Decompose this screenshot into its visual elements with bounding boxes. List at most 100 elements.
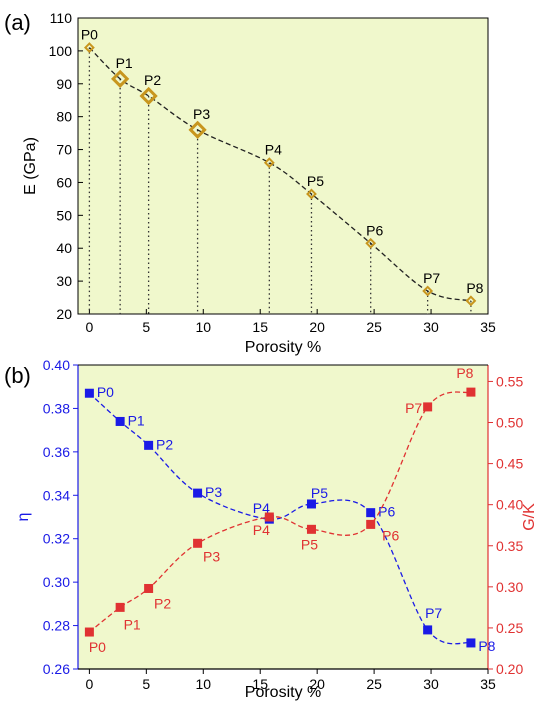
- point-label-p6: P6: [366, 222, 383, 238]
- point-label-eta-p5: P5: [311, 485, 328, 501]
- x-tick-label-b: 35: [480, 676, 496, 692]
- y-tick-label-b: 0.26: [43, 661, 70, 677]
- y-tick-right-label-b: 0.55: [496, 373, 523, 389]
- y-tick-label-a: 20: [56, 306, 72, 322]
- y-tick-label-a: 40: [56, 240, 72, 256]
- chart-marks-b: 0 5 10 15 20 25 30 35 0.26 0.28 0.30 0.32 0.34 0.36 0.…: [43, 357, 524, 692]
- y-tick-label-a: 60: [56, 174, 72, 190]
- square-marker-gk-p5: [306, 524, 316, 534]
- point-label-p5: P5: [307, 173, 324, 189]
- y-tick-label-a: 90: [56, 76, 72, 92]
- y-axis-right-title-b: G/K: [521, 503, 538, 531]
- point-label-p3: P3: [193, 106, 210, 122]
- square-marker-gk-p6: [366, 519, 376, 529]
- point-label-p1: P1: [116, 55, 133, 71]
- panel-a: (a) E (GPa) Porosity % 0 5 10 15 20 25 30 35 20 3…: [4, 10, 496, 356]
- square-marker-eta-p3: [193, 488, 203, 498]
- point-label-gk-p1: P1: [124, 616, 141, 632]
- y-tick-label-a: 70: [56, 142, 72, 158]
- x-tick-label-a: 25: [366, 319, 382, 335]
- square-marker-gk-p3: [193, 538, 203, 548]
- x-axis-title-b: Porosity %: [245, 684, 321, 701]
- diamond-marker-p5: [306, 188, 317, 200]
- y-tick-label-b: 0.34: [43, 487, 70, 503]
- y-tick-right-label-b: 0.20: [496, 661, 523, 677]
- x-tick-label-b: 5: [142, 676, 150, 692]
- x-tick-label-b: 10: [195, 676, 211, 692]
- chart-marks-a: 0 5 10 15 20 25 30 35 20 30 40 50 60 70 80 90 100 110 P0 P1…: [49, 10, 496, 335]
- square-marker-gk-p1: [115, 602, 125, 612]
- square-marker-eta-p0: [84, 388, 94, 398]
- x-tick-label-a: 15: [252, 319, 268, 335]
- y-tick-label-b: 0.32: [43, 531, 70, 547]
- square-marker-eta-p7: [423, 625, 433, 635]
- point-label-eta-p6: P6: [378, 504, 395, 520]
- plot-area-b: [78, 365, 488, 669]
- y-tick-label-a: 110: [50, 10, 73, 26]
- y-tick-right-label-b: 0.40: [496, 497, 523, 513]
- y-tick-label-a: 80: [56, 109, 72, 125]
- point-label-p2: P2: [144, 72, 161, 88]
- y-tick-label-b: 0.40: [43, 357, 70, 373]
- diamond-marker-p3: [188, 120, 207, 139]
- point-label-eta-p4: P4: [253, 500, 270, 516]
- square-marker-eta-p8: [466, 638, 476, 648]
- point-label-p4: P4: [265, 142, 282, 158]
- panel-b: (b) η G/K Porosity % 0 5 10 15 20 25 30 350.260…: [4, 357, 538, 701]
- y-axis-title-a: E (GPa): [22, 137, 39, 195]
- diamond-marker-p1: [111, 69, 130, 88]
- point-label-gk-p3: P3: [203, 548, 220, 564]
- y-tick-right-label-b: 0.35: [496, 538, 523, 554]
- x-tick-label-a: 0: [85, 319, 93, 335]
- point-label-eta-p2: P2: [156, 436, 173, 452]
- y-tick-right-label-b: 0.30: [496, 579, 523, 595]
- point-label-gk-p2: P2: [154, 595, 171, 611]
- panel-label-b: (b): [4, 363, 31, 388]
- x-tick-label-b: 30: [423, 676, 439, 692]
- point-label-p8: P8: [466, 280, 483, 296]
- y-tick-right-label-b: 0.50: [496, 415, 523, 431]
- x-tick-label-b: 15: [252, 676, 268, 692]
- panel-label-a: (a): [4, 10, 31, 35]
- point-label-p7: P7: [423, 270, 440, 286]
- square-marker-gk-p2: [144, 583, 154, 593]
- square-marker-gk-p4: [264, 512, 274, 522]
- point-label-eta-p0: P0: [97, 384, 114, 400]
- x-tick-label-a: 30: [423, 319, 439, 335]
- y-axis-title-b: η: [15, 513, 32, 522]
- x-tick-label-b: 0: [85, 676, 93, 692]
- x-tick-label-a: 5: [142, 319, 150, 335]
- point-label-eta-p3: P3: [205, 484, 222, 500]
- y-tick-right-label-b: 0.25: [496, 620, 523, 636]
- diamond-marker-p7: [422, 285, 434, 297]
- square-marker-gk-p0: [84, 627, 94, 637]
- x-tick-label-a: 20: [309, 319, 325, 335]
- point-label-eta-p7: P7: [425, 605, 442, 621]
- point-label-p0: P0: [81, 27, 98, 43]
- square-marker-eta-p6: [366, 508, 376, 518]
- y-tick-label-b: 0.28: [43, 618, 70, 634]
- y-tick-label-b: 0.38: [43, 400, 70, 416]
- plot-area-a: [77, 17, 489, 315]
- y-tick-label-b: 0.30: [43, 574, 70, 590]
- point-label-gk-p8: P8: [456, 365, 473, 381]
- square-marker-gk-p8: [466, 387, 476, 397]
- diamond-marker-p2: [139, 86, 158, 106]
- square-marker-eta-p2: [144, 440, 154, 450]
- y-tick-right-label-b: 0.45: [496, 456, 523, 472]
- x-tick-label-b: 20: [309, 676, 325, 692]
- diamond-marker-p8: [465, 295, 477, 307]
- y-tick-label-b: 0.36: [43, 444, 70, 460]
- point-label-eta-p1: P1: [128, 412, 145, 428]
- y-tick-label-a: 30: [56, 273, 72, 289]
- point-label-gk-p0: P0: [89, 639, 106, 655]
- y-tick-label-a: 100: [49, 43, 73, 59]
- diamond-marker-p0: [83, 42, 95, 54]
- square-marker-eta-p5: [306, 499, 316, 509]
- diamond-marker-p4: [263, 157, 275, 169]
- point-label-gk-p5: P5: [301, 536, 318, 552]
- point-label-gk-p6: P6: [382, 527, 399, 543]
- diamond-marker-p6: [365, 237, 377, 249]
- square-marker-eta-p1: [115, 416, 125, 426]
